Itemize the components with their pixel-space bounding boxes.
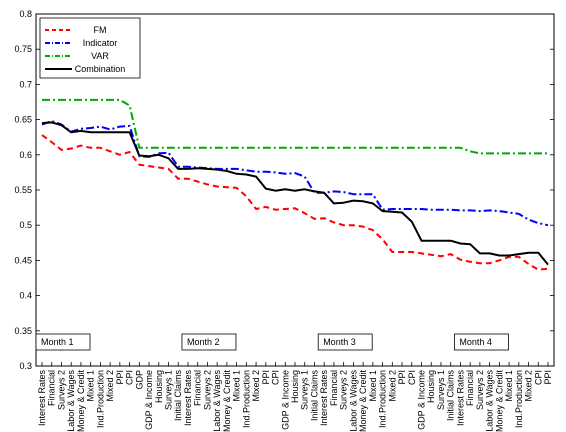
x-tick-label: Surveys 2 <box>339 370 349 410</box>
x-tick-label: Surveys 1 <box>300 370 310 410</box>
x-tick-label: PPI <box>397 370 407 385</box>
x-tick-label: Mixed 2 <box>524 370 534 402</box>
y-axis-ticks: 0.3 0.35 0.4 0.45 0.5 0.55 0.6 0.65 0.7 0.75 0.8 <box>14 9 554 371</box>
month-annotation-box <box>454 333 509 351</box>
x-tick-label: Labor & Wages <box>348 370 358 432</box>
series-line-combination <box>41 121 549 266</box>
x-tick-label: Housing <box>290 370 300 403</box>
series-line-var <box>42 98 548 155</box>
month-annotation-box <box>317 333 373 351</box>
x-tick-label: Surveys 2 <box>475 370 485 410</box>
x-tick-label: Ind.Production <box>241 370 251 428</box>
x-tick-label: PPI <box>543 370 553 385</box>
x-tick-label: GDP & Income <box>417 370 427 430</box>
x-tick-label: Mixed 2 <box>251 370 261 402</box>
legend-label-combination: Combination <box>75 64 126 74</box>
x-tick-label: Mixed 2 <box>105 370 115 402</box>
x-tick-label: Mixed 1 <box>368 370 378 402</box>
x-tick-label: Money & Credit <box>222 370 232 432</box>
x-tick-label: PPI <box>115 370 125 385</box>
y-tick-label: 0.35 <box>14 326 32 336</box>
legend: FM Indicator VAR Combination <box>39 17 141 79</box>
x-tick-label: Interest Rates <box>183 370 193 427</box>
x-tick-label: Interest Rates <box>319 370 329 427</box>
month-annotation-label: Month 2 <box>187 337 220 347</box>
x-tick-label: Initial Claims <box>446 370 456 422</box>
y-tick-label: 0.75 <box>14 44 32 54</box>
x-axis-ticks: Interest Rates Financial Surveys 2 Labor & … <box>37 362 553 432</box>
month-annotation-label: Month 1 <box>41 337 74 347</box>
x-tick-label: Money & Credit <box>494 370 504 432</box>
x-tick-label: Ind.Production <box>95 370 105 428</box>
x-tick-label: Surveys 2 <box>56 370 66 410</box>
month-annotation-label: Month 3 <box>323 337 356 347</box>
legend-label-var: VAR <box>91 51 109 61</box>
month-annotation-box <box>181 333 237 351</box>
x-tick-label: Surveys 1 <box>436 370 446 410</box>
x-tick-label: Labor & Wages <box>66 370 76 432</box>
y-tick-label: 0.6 <box>19 150 32 160</box>
y-tick-label: 0.3 <box>19 361 32 371</box>
x-tick-label: Financial <box>193 370 203 406</box>
x-tick-label: Financial <box>465 370 475 406</box>
x-tick-label: Mixed 1 <box>232 370 242 402</box>
x-tick-label: Mixed 1 <box>86 370 96 402</box>
x-tick-label: Ind.Production <box>514 370 524 428</box>
month-annotations: Month 1 Month 2 Month 3 Month 4 <box>35 333 509 351</box>
y-tick-label: 0.5 <box>19 220 32 230</box>
x-tick-label: CPI <box>271 370 281 385</box>
x-tick-label: Ind.Production <box>378 370 388 428</box>
y-tick-label: 0.65 <box>14 115 32 125</box>
x-tick-label: Interest Rates <box>455 370 465 427</box>
y-tick-label: 0.45 <box>14 255 32 265</box>
x-tick-label: GDP & Income <box>280 370 290 430</box>
x-tick-label: Initial Claims <box>173 370 183 422</box>
x-tick-label: Money & Credit <box>358 370 368 432</box>
x-tick-label: Surveys 1 <box>164 370 174 410</box>
x-tick-label: GDP & Income <box>144 370 154 430</box>
y-tick-label: 0.7 <box>19 79 32 89</box>
legend-label-fm: FM <box>94 25 107 35</box>
x-tick-label: CPI <box>407 370 417 385</box>
x-tick-label: Money & Credit <box>76 370 86 432</box>
month-annotation-label: Month 4 <box>459 337 492 347</box>
series-layer <box>41 98 549 271</box>
x-tick-label: Financial <box>47 370 57 406</box>
legend-label-indicator: Indicator <box>83 38 118 48</box>
x-tick-label: GDP <box>134 370 144 390</box>
x-tick-label: Financial <box>329 370 339 406</box>
y-tick-label: 0.8 <box>19 9 32 19</box>
x-tick-label: PPI <box>261 370 271 385</box>
x-tick-label: Surveys 2 <box>202 370 212 410</box>
y-tick-label: 0.55 <box>14 185 32 195</box>
x-tick-label: Mixed 2 <box>387 370 397 402</box>
x-tick-label: Labor & Wages <box>212 370 222 432</box>
month-annotation-box <box>35 333 91 351</box>
x-tick-label: Labor & Wages <box>485 370 495 432</box>
x-tick-label: CPI <box>533 370 543 385</box>
x-tick-label: Housing <box>426 370 436 403</box>
x-tick-label: Initial Claims <box>309 370 319 422</box>
x-tick-label: Housing <box>154 370 164 403</box>
y-tick-label: 0.4 <box>19 291 32 301</box>
series-line-fm <box>41 134 549 271</box>
series-line-indicator <box>41 120 549 227</box>
x-tick-label: CPI <box>125 370 135 385</box>
x-tick-label: Interest Rates <box>37 370 47 427</box>
x-tick-label: Mixed 1 <box>504 370 514 402</box>
